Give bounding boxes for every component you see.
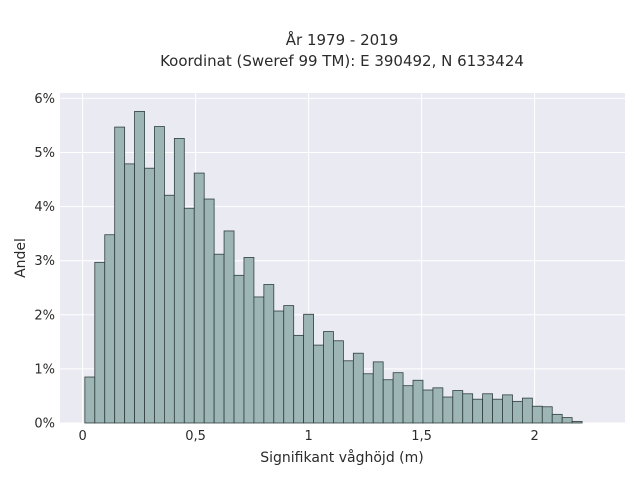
histogram-bar	[223, 230, 235, 424]
histogram-bar	[551, 413, 563, 424]
histogram-bar	[462, 393, 474, 424]
histogram-bar	[432, 387, 444, 424]
bars	[84, 110, 583, 424]
histogram-bar	[492, 398, 503, 424]
y-axis-label: Andel	[13, 238, 29, 278]
histogram-bar	[571, 420, 583, 424]
histogram-bar	[323, 331, 334, 424]
histogram-bar	[164, 194, 175, 424]
histogram-bar	[273, 310, 285, 424]
histogram-bar	[193, 172, 205, 424]
histogram-bar	[114, 126, 126, 424]
y-tick-label: 4%	[34, 200, 55, 215]
histogram-bar	[422, 389, 434, 424]
histogram-bar	[303, 313, 314, 424]
histogram-bar	[333, 340, 344, 424]
x-tick-label: 2	[530, 429, 538, 444]
histogram-bar	[243, 257, 255, 424]
y-tick-label: 1%	[34, 362, 55, 377]
x-tick-label: 0,5	[185, 429, 206, 444]
x-tick-label: 1	[304, 429, 312, 444]
histogram-bar	[124, 163, 135, 424]
histogram-bar	[402, 385, 414, 424]
histogram-bar	[134, 110, 145, 424]
histogram-bar	[452, 390, 464, 424]
histogram-bar	[154, 126, 165, 424]
chart-title-line-2: Koordinat (Sweref 99 TM): E 390492, N 61…	[160, 52, 524, 70]
histogram-bar	[392, 372, 404, 424]
histogram-bar	[352, 352, 364, 424]
histogram-bar	[84, 376, 96, 424]
y-tick-label: 5%	[34, 146, 55, 161]
y-tick-label: 3%	[34, 254, 55, 269]
x-tick-label: 0	[78, 429, 86, 444]
histogram-bar	[561, 417, 573, 424]
y-tick-label: 2%	[34, 308, 55, 323]
histogram-bar	[472, 398, 484, 424]
histogram-bar	[541, 406, 553, 424]
histogram-bar	[521, 397, 533, 424]
x-axis-label: Signifikant våghöjd (m)	[260, 449, 423, 466]
histogram-bar	[233, 274, 245, 424]
histogram-bar	[173, 138, 185, 424]
histogram-bar	[144, 167, 155, 424]
histogram-bar	[531, 405, 543, 424]
y-tick-labels: 0% 1% 2% 3% 4% 5% 6%	[34, 92, 55, 432]
histogram-bar	[382, 379, 394, 424]
x-tick-label: 1,5	[411, 429, 432, 444]
histogram-bar	[313, 344, 324, 424]
histogram-bar	[412, 379, 424, 424]
histogram-bar	[372, 361, 384, 424]
chart-title-line-1: År 1979 - 2019	[286, 30, 399, 49]
histogram-bar	[362, 373, 374, 424]
histogram-bar	[213, 253, 225, 424]
histogram-bar	[283, 305, 295, 424]
y-tick-label: 0%	[34, 417, 55, 432]
histogram-bar	[293, 334, 305, 424]
histogram-bar	[442, 396, 454, 424]
histogram-bar	[512, 400, 523, 424]
histogram-bar	[482, 393, 493, 424]
histogram-bar	[104, 234, 116, 424]
histogram-bar	[253, 296, 265, 424]
histogram-bar	[263, 284, 275, 424]
y-tick-label: 6%	[34, 92, 55, 107]
histogram-bar	[502, 394, 513, 424]
histogram-bar	[203, 198, 215, 424]
histogram-bar	[183, 207, 195, 424]
x-tick-labels: 0 0,5 1 1,5 2	[78, 429, 538, 444]
histogram-bar	[343, 360, 354, 424]
histogram-bar	[94, 261, 106, 424]
